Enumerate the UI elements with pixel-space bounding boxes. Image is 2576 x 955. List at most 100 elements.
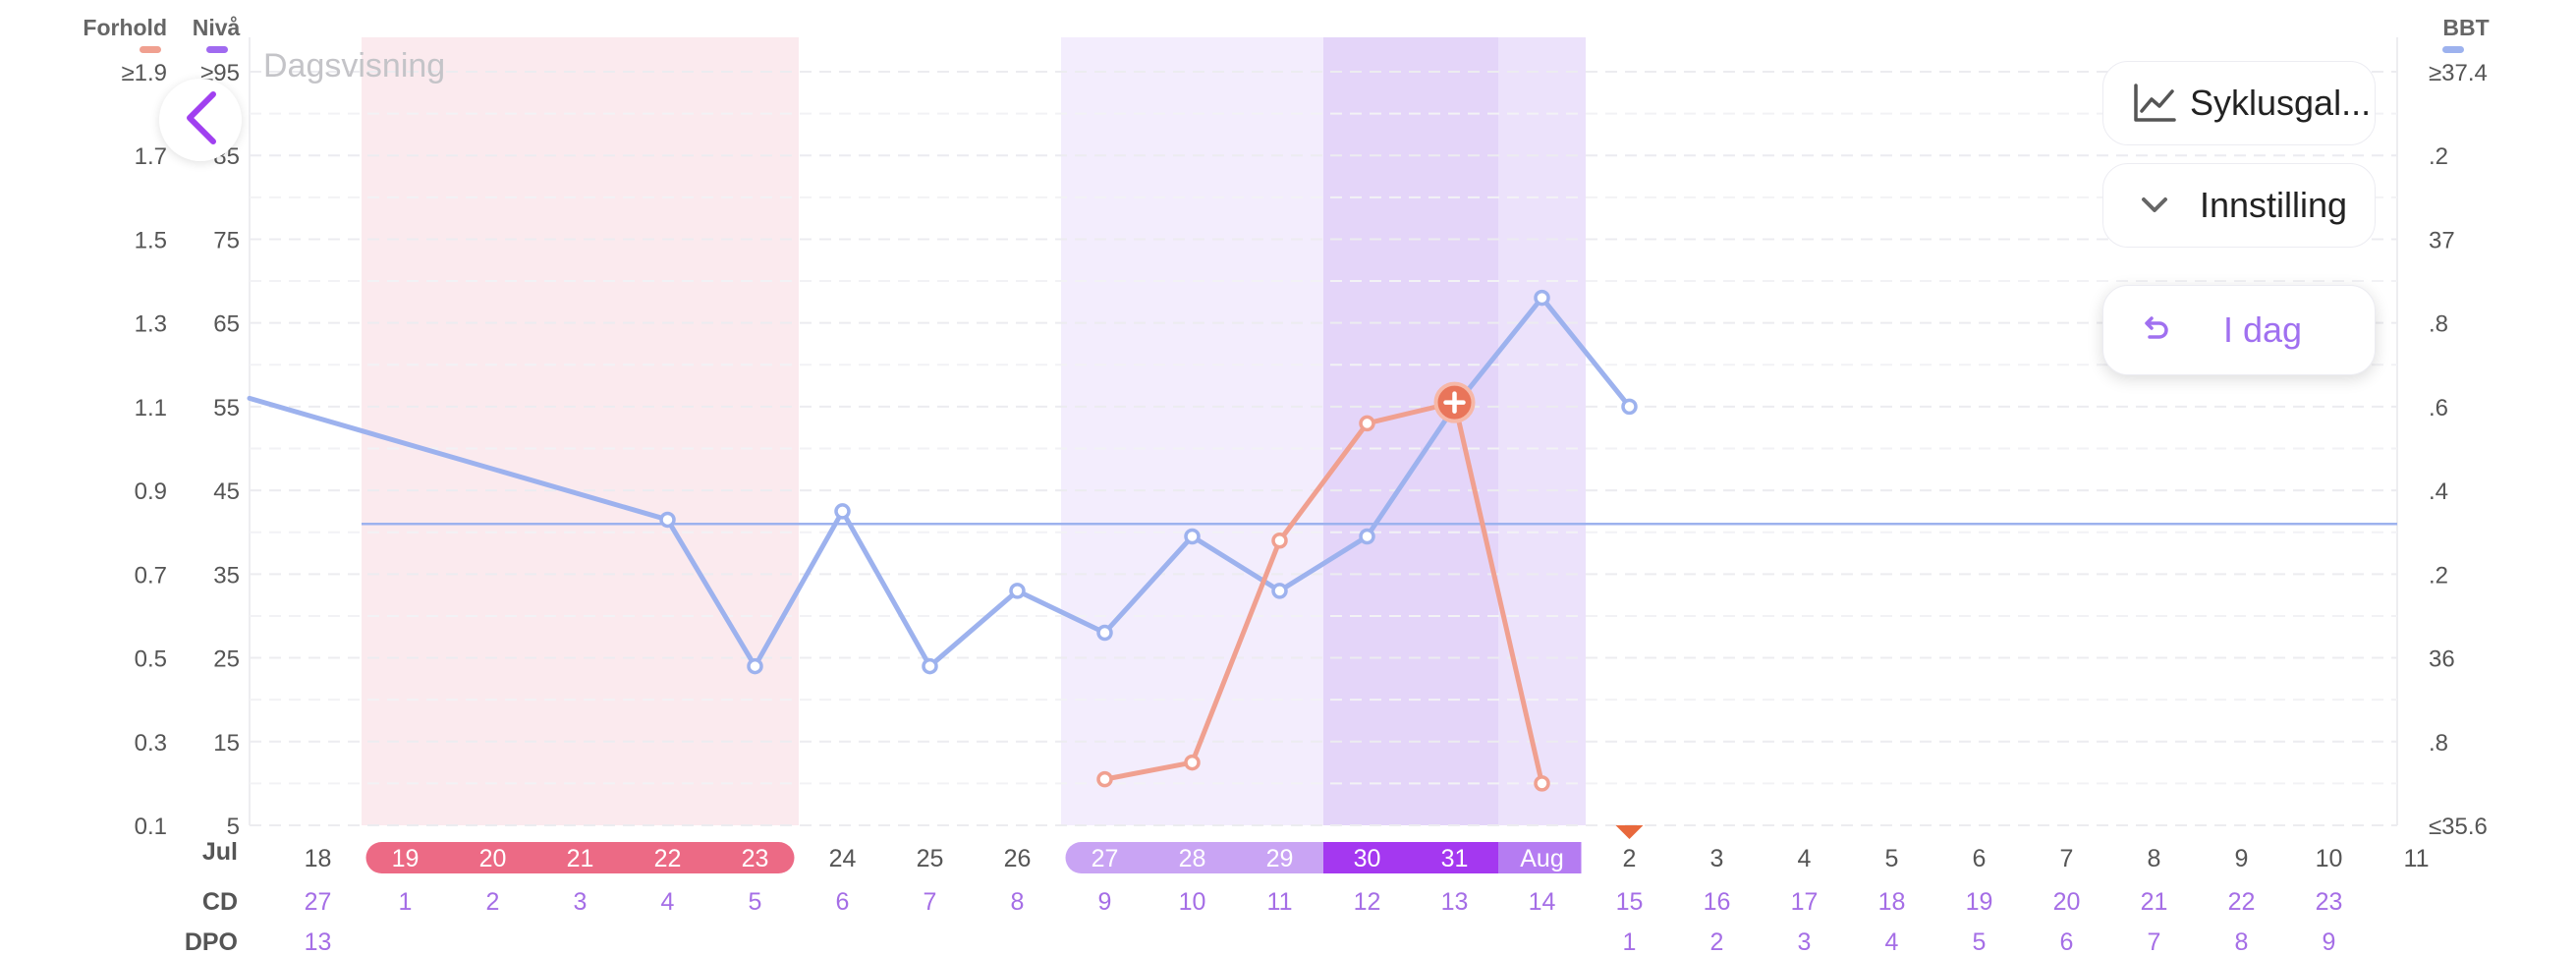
- date-label[interactable]: 3: [1710, 845, 1724, 872]
- series-point-forhold[interactable]: [1184, 754, 1201, 771]
- date-label[interactable]: 31: [1441, 845, 1469, 872]
- bbt-tick-label: .6: [2429, 395, 2448, 421]
- series-point-bbt[interactable]: [834, 503, 851, 520]
- cd-label: 23: [2316, 888, 2343, 916]
- date-label[interactable]: 19: [392, 845, 420, 872]
- cd-label: 15: [1616, 888, 1644, 916]
- date-label[interactable]: 21: [567, 845, 594, 872]
- date-label[interactable]: 30: [1354, 845, 1381, 872]
- date-label[interactable]: 10: [2316, 845, 2343, 872]
- series-point-bbt[interactable]: [1009, 583, 1026, 599]
- cd-label: 27: [305, 888, 332, 916]
- series-point-bbt[interactable]: [922, 657, 938, 675]
- ratio-tick-label: 0.5: [135, 646, 167, 673]
- level-tick-label: 15: [213, 730, 240, 757]
- bbt-tick-label: .8: [2429, 730, 2448, 757]
- ratio-tick-label: ≥1.9: [121, 60, 167, 86]
- cd-row-label: CD: [202, 888, 238, 916]
- series-point-bbt[interactable]: [1096, 624, 1113, 642]
- date-label[interactable]: 7: [2060, 845, 2074, 872]
- cd-label: 2: [486, 888, 500, 916]
- date-label[interactable]: 6: [1973, 845, 1987, 872]
- series-point-bbt[interactable]: [1184, 528, 1201, 545]
- date-label[interactable]: 29: [1266, 845, 1294, 872]
- undo-arrow-icon: [2133, 309, 2176, 352]
- legend: Forhold Nivå BBT: [83, 15, 2490, 53]
- date-label[interactable]: 24: [829, 845, 857, 872]
- dpo-label: 6: [2060, 928, 2074, 955]
- date-label[interactable]: 11: [2404, 845, 2430, 872]
- ratio-tick-label: 0.9: [135, 478, 167, 505]
- dpo-label: 1: [1623, 928, 1637, 955]
- cd-label: 16: [1704, 888, 1731, 916]
- legend-level-label: Nivå: [193, 15, 241, 40]
- cd-label: 6: [836, 888, 850, 916]
- cycle-gallery-button[interactable]: Syklusgal...: [2102, 61, 2376, 145]
- legend-bbt-swatch: [2442, 46, 2464, 53]
- series-point-bbt[interactable]: [1534, 289, 1550, 307]
- date-label[interactable]: 22: [654, 845, 682, 872]
- cd-label: 11: [1267, 888, 1293, 916]
- dpo-row-label: DPO: [185, 928, 238, 955]
- series-point-forhold[interactable]: [1359, 415, 1375, 432]
- cd-label: 7: [924, 888, 937, 916]
- date-label[interactable]: 23: [742, 845, 769, 872]
- bbt-tick-label: .4: [2429, 478, 2448, 505]
- series-point-bbt[interactable]: [659, 511, 676, 529]
- date-label[interactable]: 25: [917, 845, 944, 872]
- cd-label: 10: [1179, 888, 1206, 916]
- date-label[interactable]: 9: [2235, 845, 2249, 872]
- date-label[interactable]: 20: [479, 845, 507, 872]
- post-peak-band: [1498, 37, 1586, 825]
- level-tick-label: 65: [213, 311, 240, 338]
- today-label: I dag: [2223, 309, 2303, 350]
- series-point-forhold[interactable]: [1534, 775, 1550, 792]
- cd-label: 18: [1878, 888, 1906, 916]
- series-point-bbt[interactable]: [1271, 583, 1288, 599]
- bbt-tick-label: ≤35.6: [2429, 814, 2488, 840]
- date-label[interactable]: 27: [1092, 845, 1119, 872]
- date-label[interactable]: 2: [1623, 845, 1637, 872]
- bbt-tick-label: ≥37.4: [2429, 60, 2488, 86]
- peak-pill: [1323, 842, 1498, 873]
- cd-label: 4: [661, 888, 675, 916]
- cd-label: 9: [1098, 888, 1112, 916]
- date-label[interactable]: Aug: [1520, 845, 1563, 872]
- series-point-bbt[interactable]: [747, 657, 763, 675]
- plus-circle-icon[interactable]: [1433, 381, 1476, 423]
- level-tick-label: 55: [213, 395, 240, 421]
- date-label[interactable]: 28: [1179, 845, 1206, 872]
- dpo-label: 9: [2323, 928, 2336, 955]
- post-peak-pill-cap: [1561, 842, 1582, 873]
- series-point-forhold[interactable]: [1096, 770, 1113, 788]
- cd-label: 20: [2053, 888, 2081, 916]
- level-tick-label: 75: [213, 227, 240, 253]
- settings-button[interactable]: Innstilling: [2102, 163, 2376, 248]
- series-point-bbt[interactable]: [1359, 528, 1375, 545]
- phase-bands: [362, 37, 1586, 825]
- dpo-label: 8: [2235, 928, 2249, 955]
- cd-label: 17: [1791, 888, 1819, 916]
- cd-label: 21: [2141, 888, 2168, 916]
- bbt-tick-label: .2: [2429, 562, 2448, 589]
- cd-label: 13: [1441, 888, 1469, 916]
- today-button[interactable]: I dag: [2102, 285, 2376, 375]
- peak-band: [1323, 37, 1498, 825]
- dpo-label: 4: [1885, 928, 1899, 955]
- cd-label: 5: [749, 888, 762, 916]
- dpo-label: 5: [1973, 928, 1987, 955]
- series-line-forhold: [1102, 400, 1544, 786]
- ratio-tick-label: 1.7: [135, 143, 167, 170]
- back-button[interactable]: [159, 79, 242, 161]
- chevron-down-icon: [2133, 184, 2176, 227]
- cd-label: 3: [574, 888, 588, 916]
- date-label[interactable]: 18: [305, 845, 332, 872]
- series-point-bbt[interactable]: [1621, 398, 1638, 416]
- date-label[interactable]: 8: [2148, 845, 2161, 872]
- date-label[interactable]: 26: [1004, 845, 1032, 872]
- series-point-forhold[interactable]: [1271, 532, 1288, 549]
- bbt-tick-label: 36: [2429, 646, 2455, 673]
- gridlines: [249, 37, 2398, 826]
- date-label[interactable]: 4: [1798, 845, 1812, 872]
- date-label[interactable]: 5: [1885, 845, 1899, 872]
